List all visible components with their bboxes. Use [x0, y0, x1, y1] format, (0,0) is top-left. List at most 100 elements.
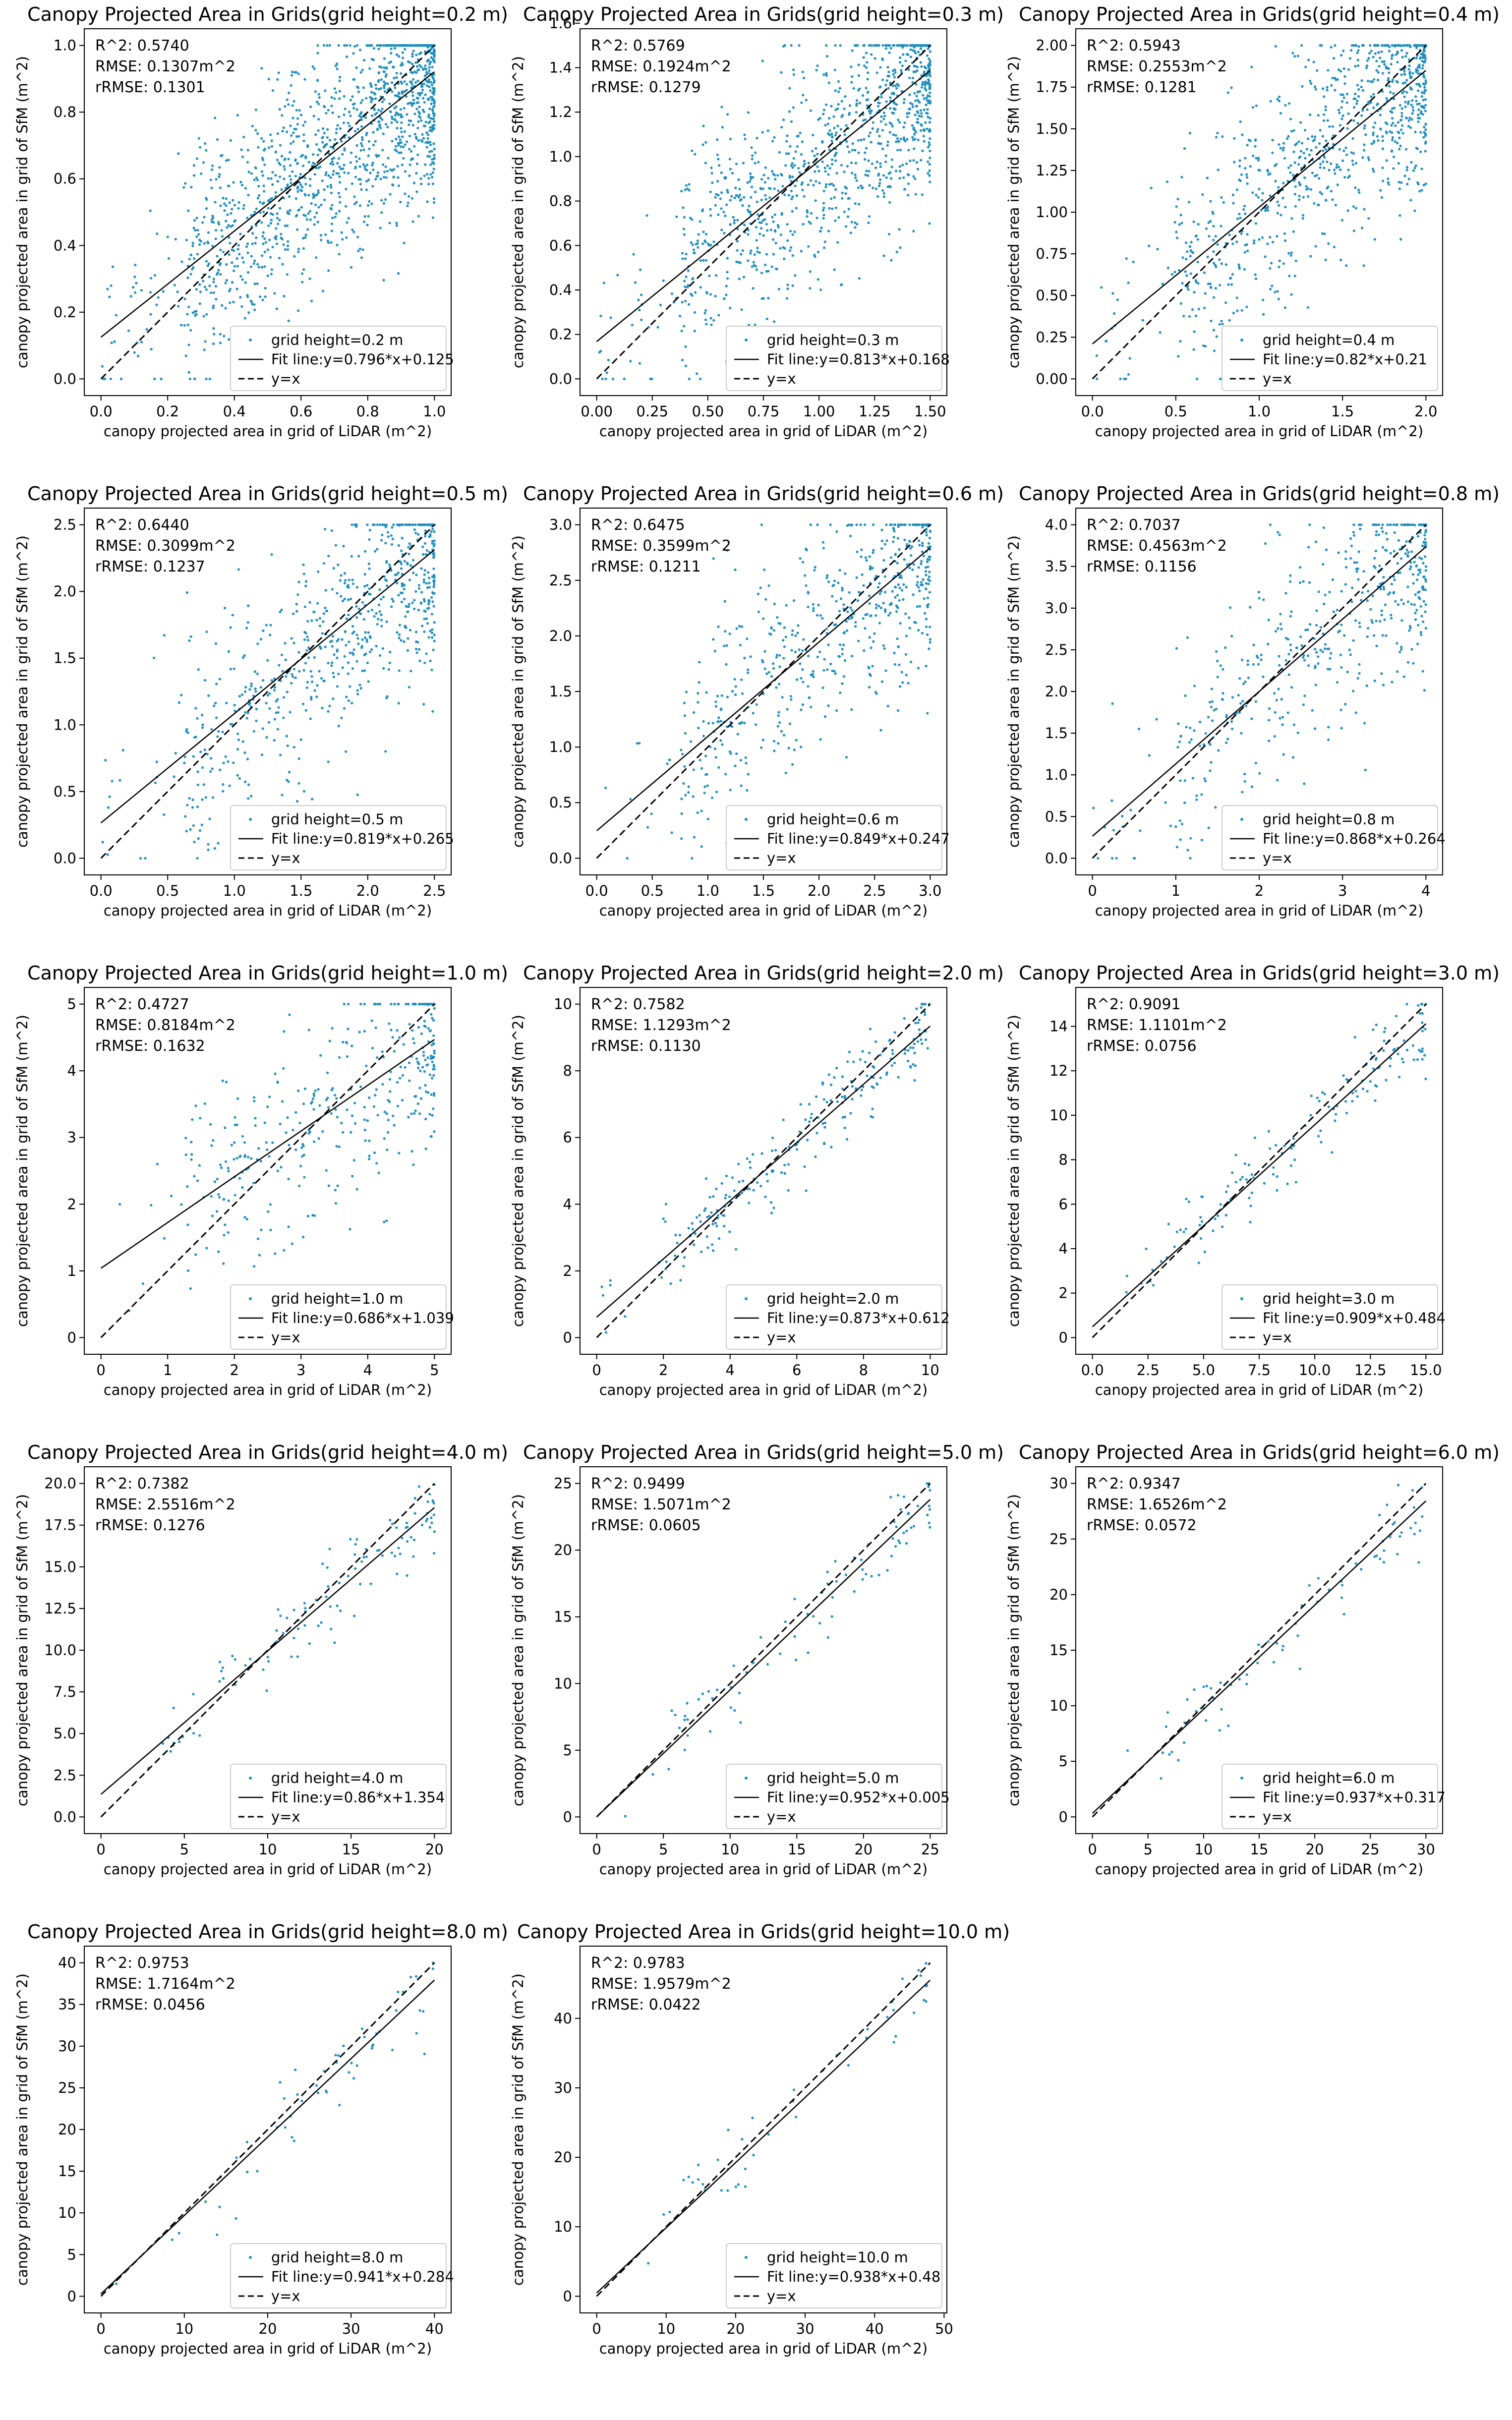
- data-point: [1420, 95, 1423, 98]
- data-point: [332, 697, 335, 700]
- data-point: [841, 682, 844, 685]
- data-point: [327, 241, 330, 244]
- data-point: [429, 96, 432, 99]
- data-point: [831, 163, 834, 166]
- data-point: [683, 325, 686, 328]
- legend-label-fit: Fit line:y=0.819*x+0.265: [271, 830, 454, 847]
- data-point: [645, 214, 648, 217]
- data-point: [1310, 82, 1313, 85]
- data-point: [355, 586, 359, 589]
- data-point: [771, 216, 774, 219]
- data-point: [275, 700, 278, 703]
- data-point: [238, 777, 241, 780]
- data-point: [1262, 298, 1265, 301]
- data-point: [335, 127, 338, 130]
- data-point: [1286, 137, 1289, 140]
- data-point: [874, 614, 877, 617]
- data-point: [1340, 106, 1343, 109]
- data-point: [395, 44, 398, 47]
- data-point: [912, 593, 915, 596]
- plot-frame: [84, 28, 452, 396]
- data-point: [785, 152, 788, 155]
- data-point: [1203, 306, 1206, 309]
- data-point: [400, 115, 403, 118]
- data-point: [921, 542, 924, 545]
- data-point: [216, 735, 219, 738]
- data-point: [1251, 191, 1254, 194]
- data-point: [1192, 348, 1195, 351]
- data-point: [720, 171, 723, 174]
- data-point: [318, 625, 322, 628]
- data-point: [733, 678, 736, 681]
- data-point: [325, 609, 329, 613]
- data-point: [310, 299, 313, 303]
- y-tick-label: 0.2: [549, 326, 572, 343]
- data-point: [290, 142, 292, 145]
- data-point: [928, 163, 931, 166]
- stat-text: RMSE: 0.2553m^2: [1087, 58, 1227, 75]
- data-point: [422, 598, 426, 601]
- data-point: [347, 661, 350, 664]
- data-point: [860, 138, 863, 141]
- data-point: [1407, 177, 1410, 180]
- data-point: [899, 61, 902, 64]
- data-point: [207, 848, 210, 851]
- data-point: [391, 537, 394, 540]
- data-point: [376, 623, 379, 626]
- data-point: [383, 80, 386, 83]
- legend-label-fit: Fit line:y=0.796*x+0.125: [271, 351, 454, 368]
- data-point: [794, 274, 797, 277]
- data-point: [242, 207, 245, 210]
- data-point: [884, 154, 887, 157]
- data-point: [213, 333, 216, 336]
- data-point: [885, 176, 888, 179]
- data-point: [1229, 277, 1232, 280]
- data-point: [813, 569, 816, 572]
- data-point: [680, 189, 683, 193]
- data-point: [244, 686, 247, 689]
- data-point: [363, 215, 366, 218]
- data-point: [401, 51, 404, 54]
- data-point: [920, 65, 923, 68]
- data-point: [737, 178, 740, 181]
- data-point: [845, 629, 849, 632]
- data-point: [342, 545, 345, 548]
- data-point: [818, 181, 821, 184]
- data-point: [344, 579, 347, 582]
- data-point: [810, 212, 813, 215]
- data-point: [315, 143, 318, 146]
- data-point: [363, 653, 366, 656]
- data-point: [1417, 116, 1420, 119]
- data-point: [778, 665, 781, 668]
- data-point: [903, 538, 906, 541]
- data-point: [928, 66, 930, 69]
- data-point: [1391, 78, 1394, 81]
- data-point: [343, 164, 346, 167]
- data-point: [793, 230, 796, 233]
- data-point: [683, 280, 686, 283]
- data-point: [848, 197, 851, 200]
- data-point: [221, 731, 224, 734]
- data-point: [825, 183, 828, 186]
- data-point: [814, 147, 817, 150]
- data-point: [904, 59, 907, 62]
- data-point: [843, 171, 846, 173]
- data-point: [1307, 58, 1310, 61]
- data-point: [1390, 62, 1393, 65]
- data-point: [868, 636, 871, 639]
- data-point: [404, 560, 407, 563]
- data-point: [206, 264, 209, 267]
- legend-label-fit: Fit line:y=0.849*x+0.247: [767, 830, 950, 847]
- data-point: [1375, 620, 1378, 623]
- data-point: [768, 632, 771, 635]
- data-point: [288, 195, 291, 198]
- data-point: [1278, 143, 1280, 146]
- data-point: [777, 711, 780, 714]
- data-point: [429, 141, 432, 144]
- data-point: [691, 243, 694, 246]
- data-point: [605, 371, 608, 374]
- data-point: [1242, 682, 1245, 686]
- data-point: [1335, 166, 1338, 169]
- data-point: [837, 80, 840, 83]
